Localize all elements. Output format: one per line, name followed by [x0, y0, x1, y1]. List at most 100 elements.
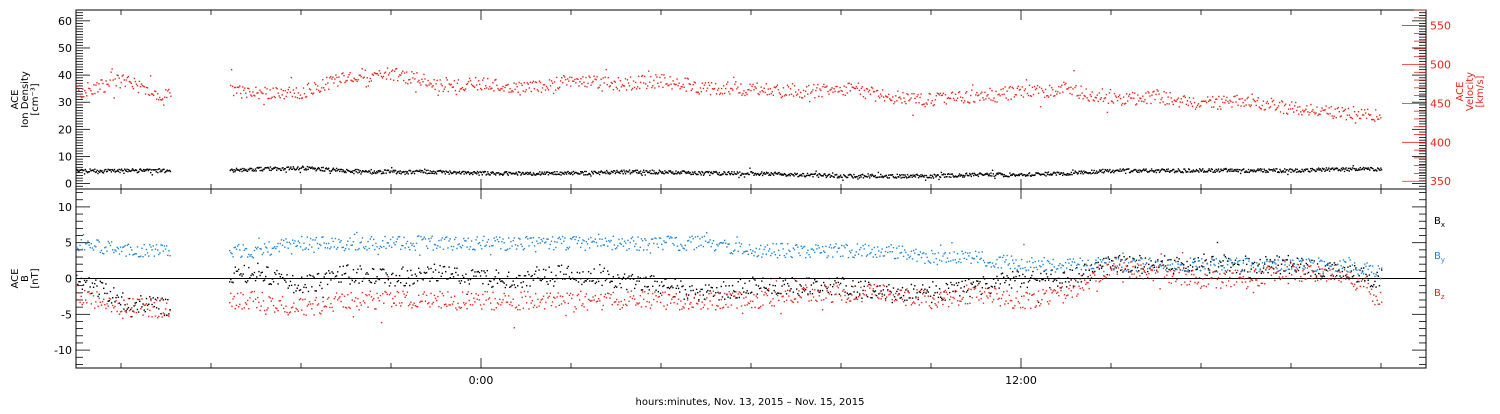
field-point-x-point [625, 278, 626, 279]
density-point [541, 171, 542, 172]
field-point-y-point [763, 249, 764, 250]
velocity-point [517, 92, 518, 93]
velocity-point [414, 78, 415, 79]
velocity-point [469, 78, 470, 79]
density-point [1004, 174, 1005, 175]
velocity-point [1188, 105, 1189, 106]
field-point-y-point [522, 246, 523, 247]
field-point-x-point [497, 283, 498, 284]
field-point-x-point [1050, 274, 1051, 275]
field-point-y-point [635, 243, 636, 244]
velocity-point [1142, 96, 1143, 97]
field-point-x-point [1045, 280, 1046, 281]
field-point-y-point [499, 237, 500, 238]
field-point-x-point [499, 279, 500, 280]
velocity-point [465, 88, 466, 89]
field-point-y-point [159, 252, 160, 253]
field-point-x-point [1105, 258, 1106, 259]
velocity-point [276, 88, 277, 89]
velocity-point [1294, 105, 1295, 106]
field-point-x-point [492, 286, 493, 287]
field-point-y-point [806, 252, 807, 253]
field-point-x-point [977, 281, 978, 282]
field-point-x-point [247, 280, 248, 281]
density-point [468, 172, 469, 173]
density-point [515, 173, 516, 174]
field-point-x-point [459, 280, 460, 281]
velocity-point [1164, 104, 1165, 105]
velocity-point [248, 88, 249, 89]
field-point-x-point [447, 278, 448, 279]
velocity-point [943, 93, 944, 94]
field-point-x-point [1278, 265, 1279, 266]
field-point-x-point [1108, 256, 1109, 257]
bottom-y-tick-label: -5 [61, 308, 72, 321]
density-point [1125, 173, 1126, 174]
density-point [923, 176, 924, 177]
density-point [900, 175, 901, 176]
density-point [1071, 172, 1072, 173]
field-point-y-point [729, 243, 730, 244]
field-point-x-point [96, 285, 97, 286]
field-point-x-point [252, 273, 253, 274]
field-point-y-point [706, 232, 707, 233]
field-point-y-point [407, 241, 408, 242]
density-point [304, 169, 305, 170]
velocity-point [1043, 92, 1044, 93]
field-point-y-point [438, 240, 439, 241]
density-point [270, 166, 271, 167]
field-point-x-point [823, 282, 824, 283]
field-point-y-point [397, 238, 398, 239]
velocity-point [332, 77, 333, 78]
velocity-point [1267, 101, 1268, 102]
velocity-point [1225, 100, 1226, 101]
field-point-x-point [954, 284, 955, 285]
velocity-point [1273, 100, 1274, 101]
velocity-point [894, 101, 895, 102]
velocity-point [1339, 111, 1340, 112]
field-point-x-point [297, 288, 298, 289]
field-point-x-point [682, 285, 683, 286]
velocity-point [841, 90, 842, 91]
field-point-y-point [736, 236, 737, 237]
field-point-x-point [648, 286, 649, 287]
density-point [131, 170, 132, 171]
field-point-y-point [356, 232, 357, 233]
field-point-x-point [568, 266, 569, 267]
field-point-x-point [435, 269, 436, 270]
field-point-x-point [1078, 273, 1079, 274]
velocity-point [119, 77, 120, 78]
velocity-point [96, 82, 97, 83]
field-point-x-point [811, 284, 812, 285]
velocity-point [403, 80, 404, 81]
field-point-y-point [254, 250, 255, 251]
velocity-point [1151, 94, 1152, 95]
field-point-x-point [606, 278, 607, 279]
velocity-point [579, 81, 580, 82]
velocity-point [509, 88, 510, 89]
field-point-y-point [875, 254, 876, 255]
bottom-y-tick-label: 10 [58, 201, 72, 214]
field-point-x-point [480, 275, 481, 276]
field-point-y-point [392, 236, 393, 237]
velocity-point [105, 80, 106, 81]
velocity-point [934, 104, 935, 105]
velocity-point [136, 84, 137, 85]
field-point-x-point [597, 278, 598, 279]
field-point-y-point [698, 245, 699, 246]
field-point-x-point [398, 280, 399, 281]
velocity-point [383, 76, 384, 77]
density-point [708, 171, 709, 172]
field-point-y-point [868, 245, 869, 246]
velocity-point [629, 85, 630, 86]
velocity-point [773, 95, 774, 96]
field-point-x-point [358, 282, 359, 283]
velocity-point [157, 93, 158, 94]
density-point [100, 170, 101, 171]
velocity-point [759, 91, 760, 92]
field-point-x-point [816, 281, 817, 282]
field-point-x-point [284, 280, 285, 281]
velocity-point [398, 76, 399, 77]
density-point [801, 174, 802, 175]
velocity-point [317, 85, 318, 86]
